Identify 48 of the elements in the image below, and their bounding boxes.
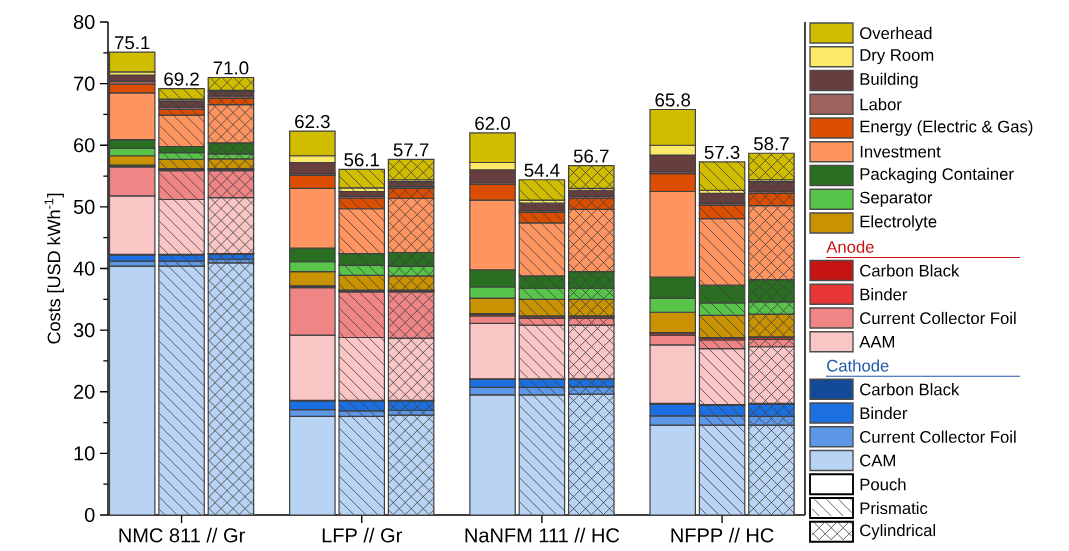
total-label: 75.1 — [114, 36, 150, 50]
x-tick-label: NMC 811 // Gr — [119, 527, 245, 543]
legend-label: Separator — [860, 191, 933, 207]
legend-label: Current Collector Foil — [860, 430, 1016, 443]
legend-label: Binder — [860, 288, 908, 301]
legend-label: Carbon Black — [860, 383, 960, 396]
y-tick-label: 70 — [74, 76, 95, 91]
legend-label: Binder — [860, 406, 908, 420]
legend-label: Pouch — [860, 478, 906, 491]
total-label: 57.3 — [704, 145, 740, 159]
y-tick-label: 20 — [74, 384, 95, 399]
legend-label: Electrolyte — [860, 215, 937, 231]
total-label: 56.7 — [573, 149, 609, 163]
text: Cathode — [827, 359, 889, 372]
legend-label: Investment — [860, 145, 941, 158]
legend-label: AAM — [859, 336, 895, 348]
y-tick-label: 60 — [74, 138, 95, 153]
legend-label: Energy (Electric & Gas) — [860, 120, 1033, 136]
total-label: 54.4 — [524, 163, 560, 177]
x-tick-label: NaNFM 111 // HC — [465, 527, 620, 543]
y-tick-label: 10 — [74, 446, 95, 461]
legend-label: Packaging Container — [860, 167, 1014, 184]
legend-label: Cylindrical — [860, 523, 936, 540]
total-label: 56.1 — [344, 153, 379, 167]
text: Anode — [826, 240, 874, 253]
x-tick-label: LFP // Gr — [322, 527, 402, 543]
total-label: 62.3 — [295, 114, 330, 129]
legend-label: Prismatic — [860, 501, 928, 515]
y-tick-label: 80 — [73, 14, 95, 30]
y-tick-label: 50 — [73, 199, 95, 214]
total-label: 58.7 — [754, 137, 789, 151]
total-label: 65.8 — [655, 93, 691, 107]
total-label: 62.0 — [475, 116, 510, 131]
legend-label: Carbon Black — [860, 264, 960, 277]
y-tick-label: 30 — [73, 323, 95, 338]
x-tick-label: NFPP // HC — [671, 527, 774, 543]
legend-label: Overhead — [860, 26, 932, 40]
y-tick-label: 40 — [73, 261, 95, 276]
legend-label: CAM — [860, 454, 895, 467]
y-axis-title: Costs [USD kWh$^{-1}$] — [44, 193, 64, 344]
y-tick-label: 0 — [84, 507, 95, 523]
legend-label: Current Collector Foil — [860, 311, 1016, 325]
total-label: 57.7 — [393, 143, 429, 157]
legend-label: Labor — [860, 98, 902, 111]
legend-label: Building — [860, 72, 918, 89]
legend-label: Dry Room — [860, 49, 934, 65]
total-label: 69.2 — [164, 72, 199, 86]
total-label: 71.0 — [213, 61, 249, 75]
